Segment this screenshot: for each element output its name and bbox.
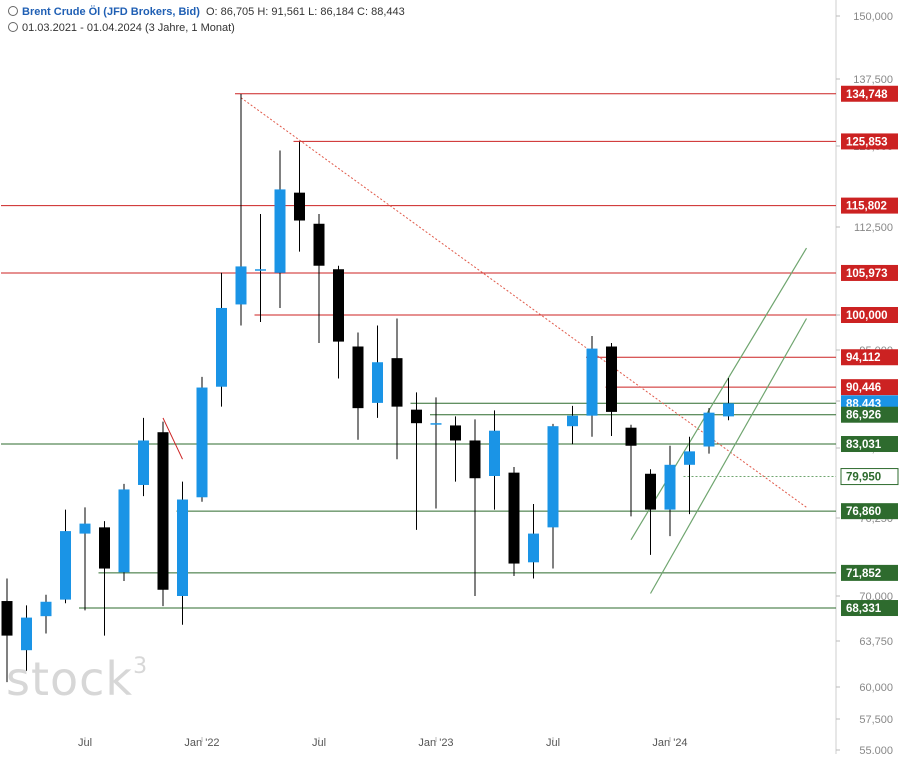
candle-body [372,362,383,403]
candle-body [567,415,578,427]
y-tick-label: 63,750 [859,636,893,648]
candle-body [547,426,559,528]
candle-body [157,432,169,590]
candle-body [60,531,71,600]
y-tick-label: 55,000 [859,745,893,754]
candle-body [352,346,364,409]
level-label: 76,860 [846,506,881,518]
candle-body [177,499,188,596]
x-tick-label: Jul [546,737,560,749]
x-tick-label: Jul [312,737,326,749]
y-tick-label: 137,500 [853,74,893,86]
level-label: 68,331 [846,603,882,615]
y-tick-label: 57,500 [859,714,893,726]
candle-body [216,307,227,387]
level-label-box [841,406,898,423]
candle-body [489,430,500,476]
level-label-box [841,264,898,281]
candle-body [508,472,520,564]
level-label: 71,852 [846,568,881,580]
level-label: 100,000 [846,310,888,322]
level-label-box [841,197,898,214]
level-label: 83,031 [846,439,882,451]
instrument-title: Brent Crude Öl (JFD Brokers, Bid) [22,6,200,18]
candle-body [274,189,286,273]
level-label: 94,112 [846,352,881,364]
candle-body [99,527,110,569]
candle-body [411,409,422,424]
level-label-box [841,503,898,520]
y-tick-label: 60,000 [859,682,893,694]
x-tick-label: Jan '22 [184,737,219,749]
ohlc-readout: O: 86,705 H: 91,561 L: 86,184 C: 88,443 [205,6,405,18]
candle-body [645,473,656,510]
candle-body [684,451,695,465]
chart-header: Brent Crude Öl (JFD Brokers, Bid) O: 86,… [8,6,405,18]
candle-body [333,269,344,342]
candle-body [79,523,91,534]
candle-body [528,533,539,563]
candle-body [703,412,715,447]
level-label-box [841,307,898,323]
candle-body [235,266,247,305]
date-range: 01.03.2021 - 01.04.2024 (3 Jahre, 1 Mona… [22,22,235,34]
candle-body [21,617,32,651]
level-label-box [841,436,898,453]
clock-icon [8,22,18,32]
trend-line [649,318,808,594]
level-label-box [841,349,898,366]
x-tick-label: Jan '23 [418,737,453,749]
stock3-watermark: stock3 [6,652,148,706]
candle-body [586,348,598,416]
level-label-box [841,133,898,150]
level-label-box [841,379,898,396]
candle-body [625,427,637,446]
level-label-box [841,600,898,617]
y-tick-label: 150,000 [853,11,893,23]
candle-body [118,489,130,573]
candle-body [138,440,149,485]
watermark-brand: stock [6,652,134,706]
x-tick-label: Jan '24 [652,737,687,749]
level-label: 86,926 [846,410,881,422]
candle-body [196,387,208,498]
level-label: 115,802 [846,201,887,213]
trend-line [240,97,807,508]
candle-body [40,601,52,617]
x-tick-label: Jul [78,737,92,749]
level-label: 105,973 [846,268,888,280]
level-label: 125,853 [846,136,888,148]
candle-body [664,464,676,510]
level-label-box [841,564,898,581]
level-label: 134,748 [846,89,888,101]
candle-body [430,423,442,425]
candle-body [469,440,481,479]
candle-body [313,223,325,266]
candle-body [255,269,266,271]
collapse-icon[interactable] [8,6,18,16]
watermark-mark: 3 [133,654,149,679]
level-label: 79,950 [846,472,881,484]
y-tick-label: 70,000 [859,591,893,603]
candle-body [294,192,305,221]
date-range-row: 01.03.2021 - 01.04.2024 (3 Jahre, 1 Mona… [8,22,235,34]
candle-body [1,601,13,636]
trend-line [630,247,808,541]
level-label-box [841,85,898,102]
trend-line [162,417,183,460]
candle-body [606,346,617,412]
y-tick-label: 112,500 [854,222,893,234]
candle-body [450,425,461,441]
level-label-box [840,468,899,486]
candle-body [391,358,403,407]
level-label: 90,446 [846,382,881,394]
candle-body [723,403,734,417]
